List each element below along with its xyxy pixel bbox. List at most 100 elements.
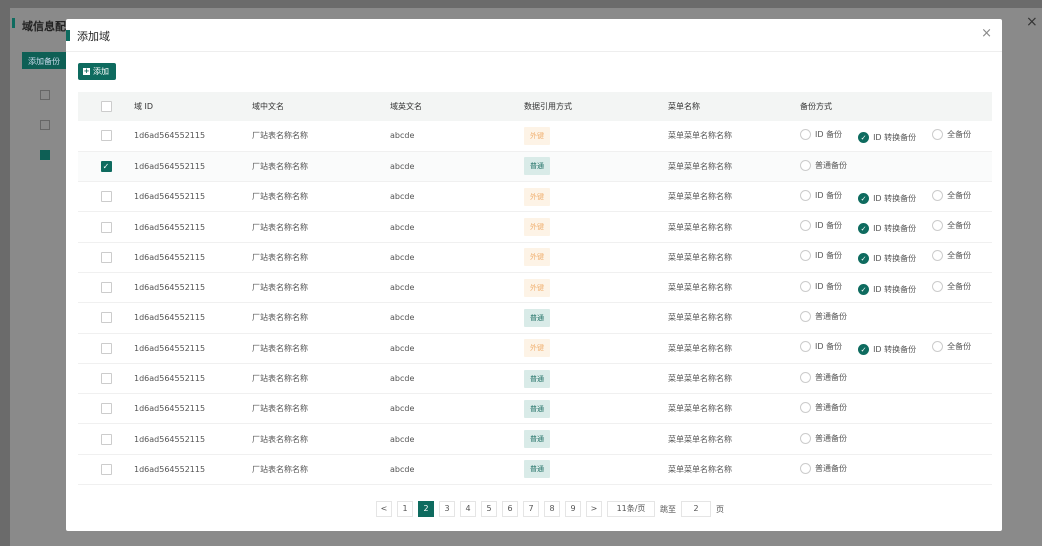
radio-label: 普通备份 bbox=[815, 312, 847, 322]
table-row: 1d6ad564552115 厂站表名称名称 abcde 普通 菜单菜单名称名称… bbox=[78, 393, 992, 425]
radio-label: ID 转换备份 bbox=[873, 254, 917, 264]
background-checkbox[interactable] bbox=[40, 90, 50, 100]
background-title: 域信息配置 bbox=[22, 20, 77, 33]
radio-circle-icon bbox=[932, 189, 944, 201]
col-header-cn: 域中文名 bbox=[252, 92, 390, 121]
backup-radio[interactable]: 全备份 bbox=[932, 189, 971, 201]
domain-table: 域 ID 域中文名 域英文名 数据引用方式 菜单名称 备份方式 1d6ad564… bbox=[78, 92, 992, 486]
close-icon[interactable]: × bbox=[981, 26, 992, 41]
row-checkbox[interactable] bbox=[100, 282, 112, 294]
backup-radio[interactable]: ✓ ID 转换备份 bbox=[858, 283, 916, 295]
radio-circle-icon bbox=[800, 189, 811, 201]
backup-radio[interactable]: ID 备份 bbox=[800, 341, 843, 353]
backup-options: ID 备份 ✓ ID 转换备份 全备份 bbox=[800, 121, 992, 152]
background-add-backup-button[interactable]: 添加备份 bbox=[22, 52, 72, 69]
row-checkbox[interactable] bbox=[100, 191, 112, 203]
backup-radio[interactable]: 全备份 bbox=[932, 220, 972, 232]
backup-radio[interactable]: ID 备份 bbox=[800, 280, 843, 292]
prev-page-button[interactable]: < bbox=[376, 501, 392, 517]
domain-id: 1d6ad564552115 bbox=[134, 181, 252, 213]
radio-label: ID 备份 bbox=[815, 251, 843, 261]
page-button[interactable]: 3 bbox=[439, 501, 455, 517]
background-close-icon[interactable]: × bbox=[1026, 14, 1038, 30]
table-row: 1d6ad564552115 厂站表名称名称 abcde 普通 菜单菜单名称名称… bbox=[78, 423, 992, 455]
row-checkbox[interactable] bbox=[100, 373, 112, 385]
domain-id: 1d6ad564552115 bbox=[134, 454, 252, 486]
row-checkbox[interactable] bbox=[100, 433, 112, 445]
backup-radio[interactable]: ✓ ID 转换备份 bbox=[858, 344, 916, 356]
backup-radio[interactable]: 普通备份 bbox=[800, 159, 847, 171]
page-button[interactable]: 6 bbox=[502, 501, 518, 517]
row-checkbox[interactable] bbox=[100, 403, 112, 415]
backup-radio[interactable]: 全备份 bbox=[932, 128, 971, 140]
domain-cn-name: 厂站表名称名称 bbox=[252, 211, 390, 243]
page-button[interactable]: 1 bbox=[397, 501, 413, 517]
row-checkbox[interactable] bbox=[100, 221, 112, 233]
backup-radio[interactable]: 普通备份 bbox=[800, 432, 847, 444]
table-row: 1d6ad564552115 厂站表名称名称 abcde 外键 菜单菜单名称名称… bbox=[78, 211, 992, 243]
add-button[interactable]: + 添加 bbox=[78, 63, 116, 80]
backup-radio[interactable]: 全备份 bbox=[932, 341, 971, 353]
menu-name: 菜单菜单名称名称 bbox=[668, 211, 800, 243]
backup-radio[interactable]: 普通备份 bbox=[800, 311, 847, 323]
background-checkbox[interactable] bbox=[40, 120, 50, 130]
backup-options: ID 备份 ✓ ID 转换备份 全备份 bbox=[800, 272, 992, 304]
page-button[interactable]: 5 bbox=[481, 501, 497, 517]
radio-circle-icon bbox=[932, 341, 944, 353]
radio-label: 全备份 bbox=[947, 221, 972, 231]
menu-name: 菜单菜单名称名称 bbox=[668, 151, 800, 183]
page-button[interactable]: 8 bbox=[544, 501, 560, 517]
domain-en-name: abcde bbox=[390, 333, 524, 364]
table-row: 1d6ad564552115 厂站表名称名称 abcde 普通 菜单菜单名称名称… bbox=[78, 363, 992, 395]
radio-circle-icon bbox=[800, 311, 811, 323]
row-checkbox[interactable] bbox=[100, 130, 112, 142]
radio-label: ID 备份 bbox=[815, 129, 843, 139]
backup-radio[interactable]: ✓ ID 转换备份 bbox=[858, 253, 917, 265]
radio-label: 普通备份 bbox=[815, 373, 847, 383]
backup-radio[interactable]: 全备份 bbox=[932, 280, 971, 292]
radio-label: ID 转换备份 bbox=[873, 224, 917, 234]
radio-label: ID 备份 bbox=[815, 342, 843, 352]
page-unit-label: 页 bbox=[716, 504, 724, 514]
backup-radio[interactable]: ID 备份 bbox=[800, 250, 843, 262]
backup-radio[interactable]: ✓ ID 转换备份 bbox=[858, 131, 916, 143]
page-button[interactable]: 2 bbox=[418, 501, 434, 517]
page-button[interactable]: 9 bbox=[565, 501, 581, 517]
radio-label: 全备份 bbox=[947, 251, 972, 261]
menu-name: 菜单菜单名称名称 bbox=[668, 333, 800, 364]
backup-radio[interactable]: ✓ ID 转换备份 bbox=[858, 192, 916, 204]
ref-type-tag: 普通 bbox=[524, 308, 550, 327]
row-checkbox[interactable] bbox=[100, 463, 112, 475]
radio-circle-icon bbox=[800, 128, 811, 140]
backup-radio[interactable]: ID 备份 bbox=[800, 189, 842, 201]
next-page-button[interactable]: > bbox=[586, 501, 602, 517]
background-checkbox[interactable] bbox=[40, 150, 50, 160]
backup-radio[interactable]: 全备份 bbox=[932, 250, 972, 262]
backup-radio[interactable]: ID 备份 bbox=[800, 220, 842, 232]
page-size-select[interactable]: 11条/页 bbox=[607, 501, 655, 517]
page-button[interactable]: 4 bbox=[460, 501, 476, 517]
row-checkbox[interactable] bbox=[100, 342, 112, 354]
backup-radio[interactable]: 普通备份 bbox=[800, 462, 847, 474]
backup-radio[interactable]: 普通备份 bbox=[800, 372, 847, 384]
domain-en-name: abcde bbox=[390, 151, 524, 183]
radio-circle-icon bbox=[932, 280, 944, 292]
col-header-menu: 菜单名称 bbox=[668, 92, 800, 121]
select-all-checkbox[interactable] bbox=[100, 101, 112, 112]
backup-radio[interactable]: 普通备份 bbox=[800, 402, 847, 414]
row-checkbox[interactable]: ✓ bbox=[100, 160, 112, 172]
row-checkbox[interactable] bbox=[100, 312, 112, 324]
backup-radio[interactable]: ✓ ID 转换备份 bbox=[858, 223, 917, 235]
backup-options: ID 备份 ✓ ID 转换备份 全备份 bbox=[800, 211, 992, 243]
menu-name: 菜单菜单名称名称 bbox=[668, 121, 800, 152]
col-header-ref: 数据引用方式 bbox=[524, 92, 668, 121]
radio-label: ID 备份 bbox=[815, 281, 843, 291]
domain-en-name: abcde bbox=[390, 363, 524, 395]
radio-circle-icon bbox=[800, 280, 811, 292]
goto-page-input[interactable]: 2 bbox=[681, 501, 711, 517]
backup-radio[interactable]: ID 备份 bbox=[800, 128, 843, 140]
row-checkbox[interactable] bbox=[100, 251, 112, 263]
table-row: ✓ 1d6ad564552115 厂站表名称名称 abcde 普通 菜单菜单名称… bbox=[78, 151, 992, 183]
page-button[interactable]: 7 bbox=[523, 501, 539, 517]
ref-type-tag: 普通 bbox=[524, 399, 550, 418]
